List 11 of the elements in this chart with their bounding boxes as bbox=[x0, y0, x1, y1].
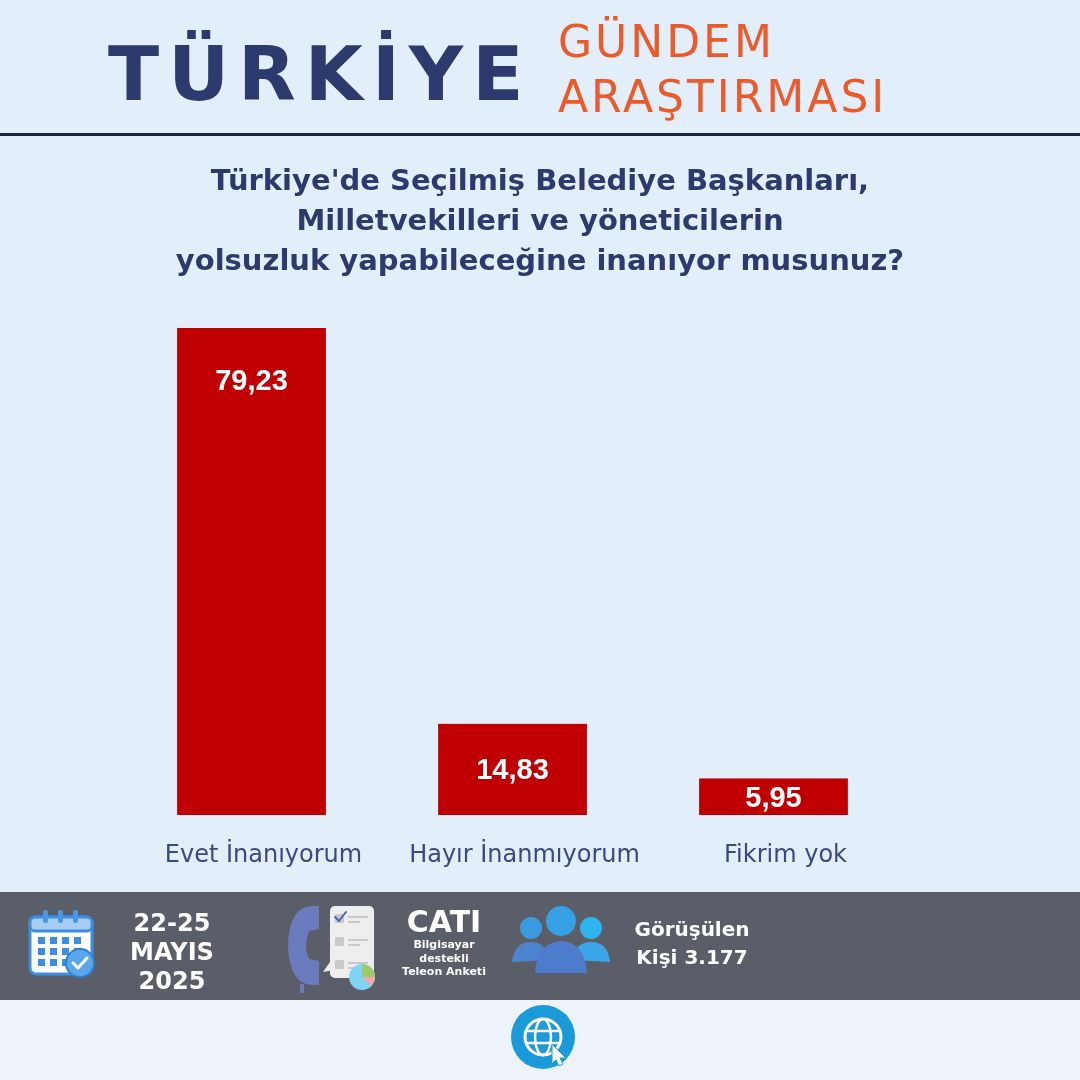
text: Görüşülen Kişi 3.177 bbox=[634, 917, 750, 969]
text: CATI bbox=[406, 904, 482, 939]
chart-subtitle: Türkiye'de Seçilmiş Belediye Başkanları, Milletvekilleri ve yöneticilerin yolsuzluk yapabileceğine inanıyor musunuz? bbox=[175, 163, 905, 277]
data-label: 79,23 bbox=[215, 364, 288, 396]
x-tick-label: Fikrim yok bbox=[724, 840, 848, 868]
x-tick-label: Evet İnanıyorum bbox=[164, 839, 363, 868]
data-label: 14,83 bbox=[476, 753, 549, 786]
x-tick-label: Hayır İnanmıyorum bbox=[409, 839, 640, 868]
data-label: 5,95 bbox=[745, 780, 802, 813]
text: 22-25 MAYIS 2025 bbox=[130, 909, 214, 995]
text: Bilgisayar destekli Teleon Anketi bbox=[402, 938, 486, 978]
